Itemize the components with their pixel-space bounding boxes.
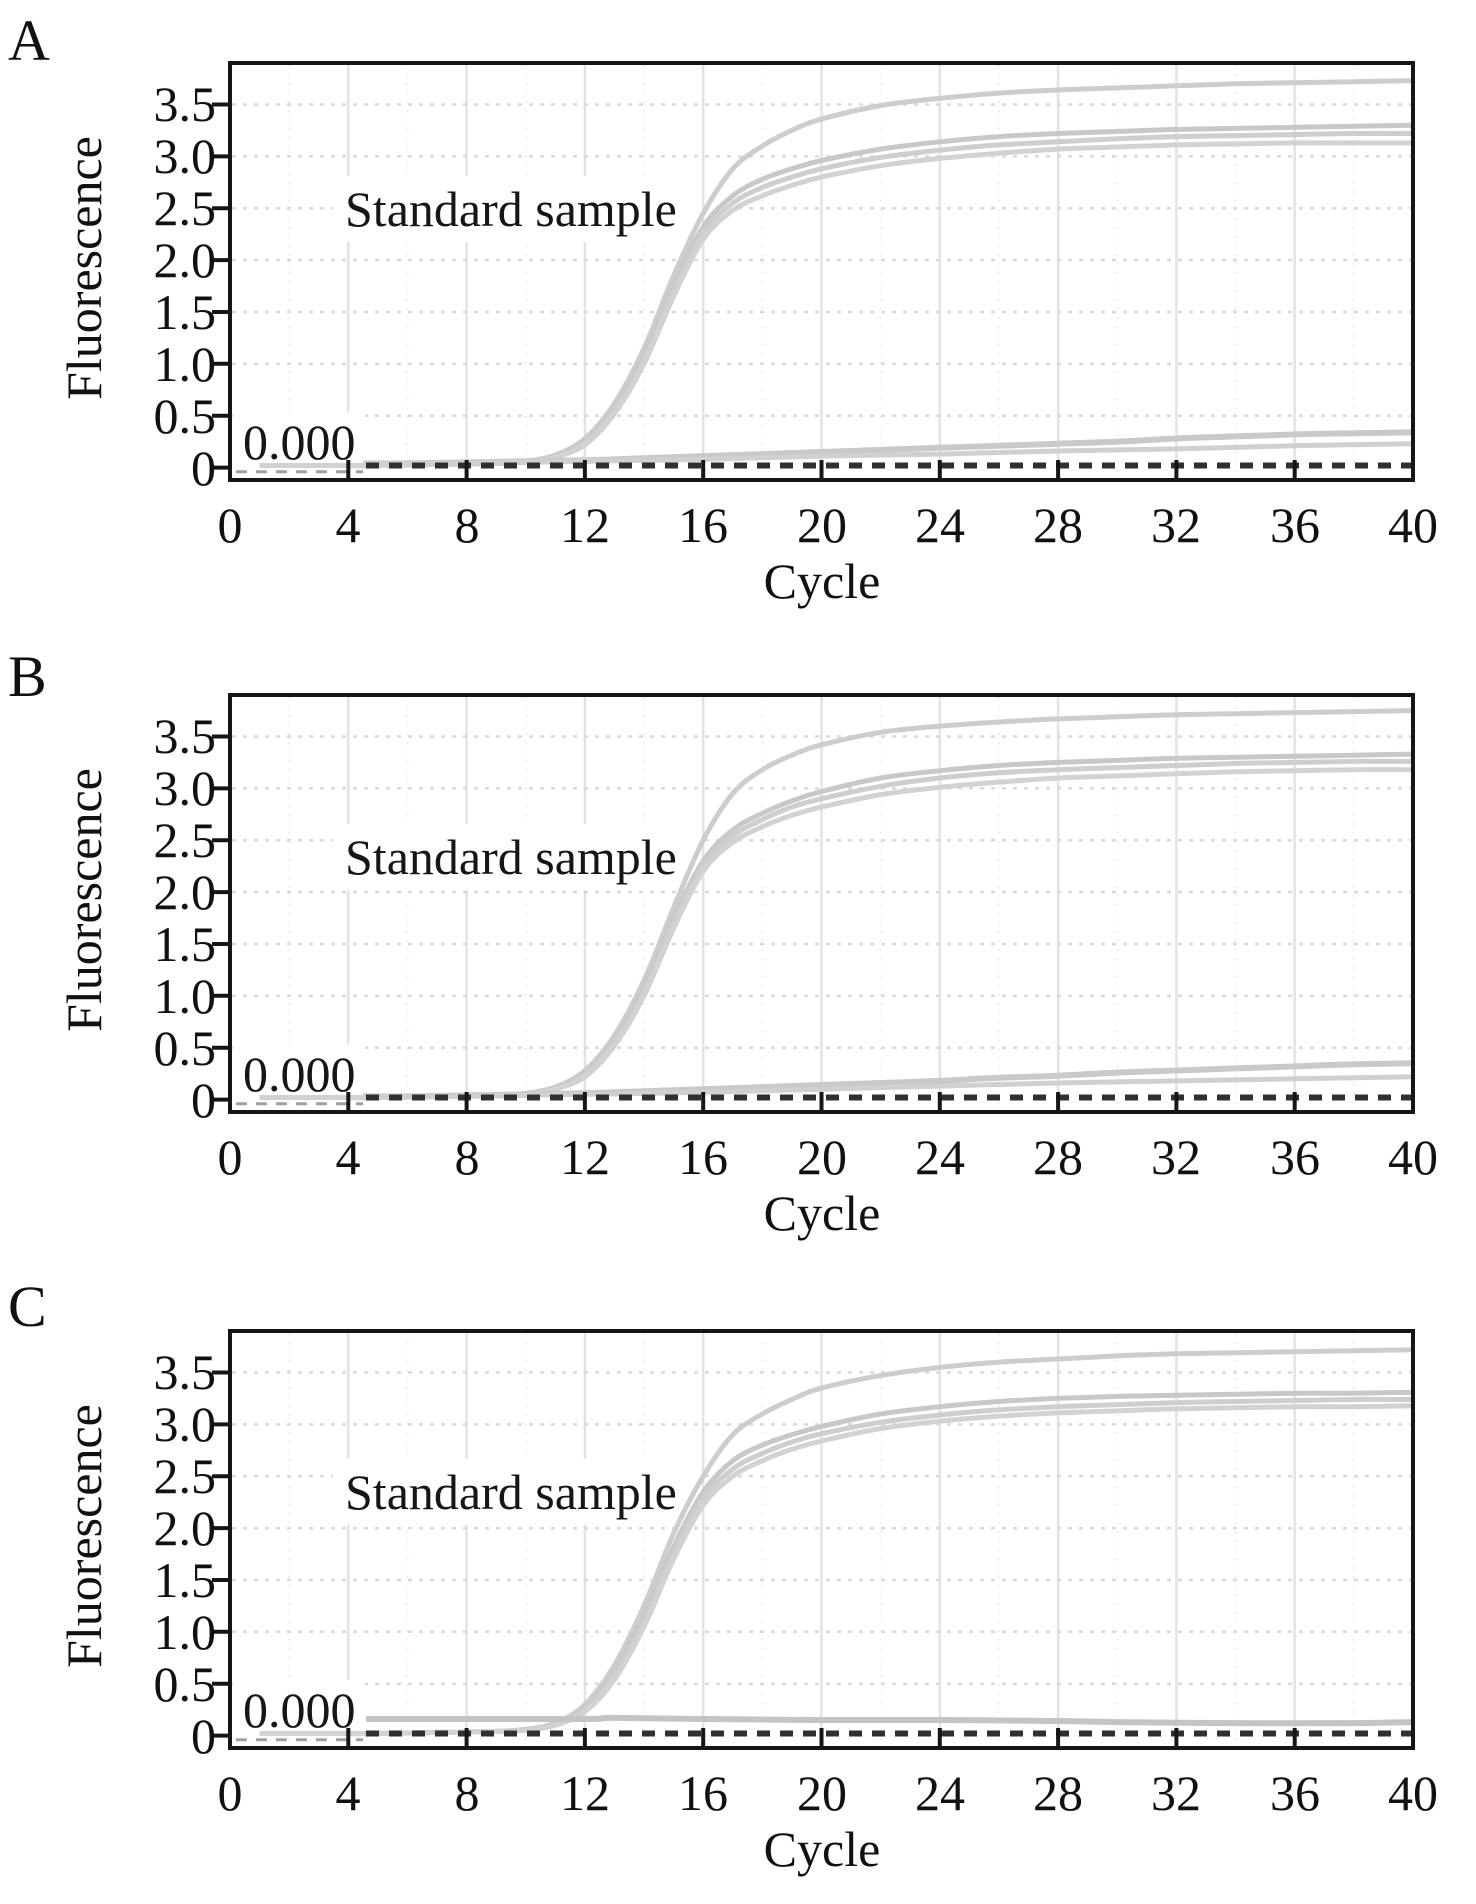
threshold-value-label: 0.000 [243, 414, 356, 470]
x-tick-label: 16 [678, 1129, 728, 1185]
y-tick-label: 3.0 [153, 1396, 217, 1452]
panel-B: B Fluorescence Standard sample 0.000 Cyc… [0, 632, 1476, 1268]
plot-svg-A [212, 61, 1415, 482]
series-low-signal-2 [363, 441, 1414, 467]
x-tick-label: 32 [1151, 1765, 1201, 1821]
x-tick-label: 40 [1388, 1129, 1438, 1185]
threshold-value-label: 0.000 [243, 1682, 356, 1738]
y-tick-label: 0 [191, 1708, 216, 1764]
x-tick-label: 24 [915, 1765, 965, 1821]
y-tick-label: 2.0 [153, 232, 217, 288]
y-tick-label: 3.5 [153, 708, 217, 764]
x-tick-label: 0 [217, 1765, 243, 1821]
y-tick-label: 0.5 [153, 1656, 217, 1712]
x-tick-label: 36 [1270, 497, 1320, 553]
x-axis-title: Cycle [763, 1185, 881, 1241]
annotation-standard-sample: Standard sample [345, 829, 677, 885]
y-tick-label: 1.0 [153, 968, 217, 1024]
y-tick-label: 0.5 [153, 1020, 217, 1076]
panel-letter: B [8, 644, 47, 709]
series-flat-low-signal [365, 1714, 1414, 1727]
series-amplification-high [259, 708, 1414, 1101]
plot-area [0, 632, 1476, 1268]
plot-area [0, 1268, 1476, 1904]
y-tick-label: 3.5 [153, 1344, 217, 1400]
panel-C: C Fluorescence Standard sample 0.000 Cyc… [0, 1268, 1476, 1904]
plot-svg-B [212, 693, 1415, 1114]
x-tick-label: 28 [1033, 1765, 1083, 1821]
x-tick-label: 36 [1270, 1129, 1320, 1185]
y-tick-label: 0 [191, 440, 216, 496]
x-axis-title: Cycle [763, 1821, 881, 1877]
x-tick-label: 32 [1151, 497, 1201, 553]
x-tick-label: 40 [1388, 497, 1438, 553]
plot-svg-C [212, 1329, 1415, 1750]
x-tick-label: 32 [1151, 1129, 1201, 1185]
x-tick-label: 12 [560, 1129, 610, 1185]
y-tick-label: 2.5 [153, 1448, 217, 1504]
y-tick-label: 1.5 [153, 284, 217, 340]
annotation-standard-sample: Standard sample [345, 181, 677, 237]
y-tick-label: 2.0 [153, 1500, 217, 1556]
x-tick-label: 8 [454, 1765, 480, 1821]
x-tick-label: 28 [1033, 497, 1083, 553]
y-tick-label: 1.0 [153, 336, 217, 392]
x-tick-label: 0 [217, 1129, 243, 1185]
x-tick-label: 12 [560, 1765, 610, 1821]
y-tick-label: 0.5 [153, 388, 217, 444]
x-axis-title: Cycle [763, 553, 881, 609]
y-tick-label: 2.5 [153, 812, 217, 868]
x-tick-label: 8 [454, 497, 480, 553]
x-tick-label: 16 [678, 497, 728, 553]
x-tick-label: 4 [335, 497, 361, 553]
x-tick-label: 16 [678, 1765, 728, 1821]
x-tick-label: 36 [1270, 1765, 1320, 1821]
annotation-standard-sample: Standard sample [345, 1464, 677, 1520]
y-tick-label: 3.0 [153, 760, 217, 816]
series-amplification-mid-3 [259, 1403, 1414, 1737]
y-tick-label: 2.5 [153, 180, 217, 236]
x-tick-label: 40 [1388, 1765, 1438, 1821]
x-tick-label: 28 [1033, 1129, 1083, 1185]
plot-area [0, 0, 1476, 636]
y-tick-label: 1.0 [153, 1604, 217, 1660]
series-low-signal-2 [363, 1074, 1414, 1100]
y-tick-label: 3.5 [153, 76, 217, 132]
series-amplification-high [259, 78, 1414, 469]
threshold-value-label: 0.000 [243, 1046, 356, 1102]
panel-A: A Fluorescence Standard sample 0.000 Cyc… [0, 0, 1476, 636]
x-tick-label: 20 [797, 497, 847, 553]
panel-letter: A [8, 8, 50, 73]
x-tick-label: 20 [797, 1129, 847, 1185]
panel-letter: C [8, 1274, 47, 1339]
x-tick-label: 0 [217, 497, 243, 553]
series-amplification-mid-1 [259, 1389, 1414, 1737]
y-tick-label: 3.0 [153, 128, 217, 184]
y-tick-label: 2.0 [153, 864, 217, 920]
x-tick-label: 20 [797, 1765, 847, 1821]
x-tick-label: 4 [335, 1765, 361, 1821]
x-tick-label: 8 [454, 1129, 480, 1185]
x-tick-label: 24 [915, 497, 965, 553]
y-tick-label: 1.5 [153, 916, 217, 972]
x-tick-label: 12 [560, 497, 610, 553]
x-tick-label: 4 [335, 1129, 361, 1185]
y-tick-label: 0 [191, 1072, 216, 1128]
x-tick-label: 24 [915, 1129, 965, 1185]
y-tick-label: 1.5 [153, 1552, 217, 1608]
